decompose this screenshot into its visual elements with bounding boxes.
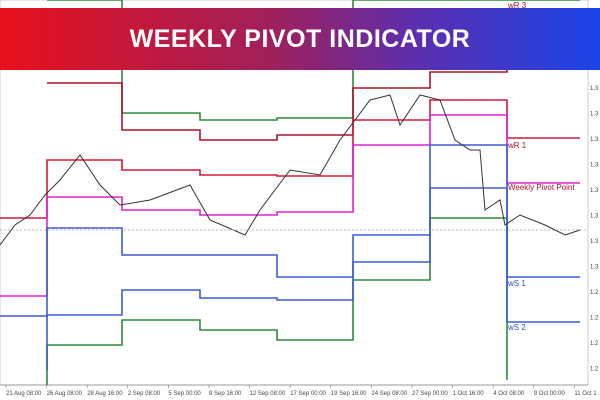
price-tick-label: 1.2 xyxy=(590,316,599,322)
price-tick-label: 1.3 xyxy=(590,239,599,245)
price-line xyxy=(0,94,581,246)
time-tick-label: 1 Oct 16:00 xyxy=(453,391,485,397)
level-label: wR 3 xyxy=(507,1,527,10)
time-tick-label: 11 Oct 1 xyxy=(574,391,597,397)
time-tick-label: 21 Aug 08:00 xyxy=(6,391,42,397)
banner: WEEKLY PIVOT INDICATOR xyxy=(0,8,600,70)
level-s2 xyxy=(46,144,580,370)
time-tick-label: 27 Sep 00:00 xyxy=(412,391,448,397)
time-tick-label: 4 Oct 08:00 xyxy=(493,391,525,397)
time-tick-label: 19 Sep 16:00 xyxy=(331,391,367,397)
time-tick-label: 9 Oct 00:00 xyxy=(534,391,566,397)
time-tick-label: 5 Sep 00:00 xyxy=(168,391,201,397)
price-tick-label: 1.3 xyxy=(590,112,599,118)
price-tick-label: 1.3 xyxy=(590,188,599,194)
time-tick-label: 2 Sep 08:00 xyxy=(128,391,161,397)
level-r2 xyxy=(47,40,508,141)
price-tick-label: 1.3 xyxy=(590,163,599,169)
time-axis: 21 Aug 08:00 26 Aug 08:00 28 Aug 16:00 2 Se… xyxy=(0,384,597,397)
banner-title: WEEKLY PIVOT INDICATOR xyxy=(129,24,471,53)
price-tick-label: 1.3 xyxy=(590,265,599,271)
price-tick-label: 1.2 xyxy=(590,341,599,347)
level-label: wS 1 xyxy=(507,279,526,288)
time-tick-label: 26 Aug 08:00 xyxy=(47,391,83,397)
time-tick-label: 28 Aug 16:00 xyxy=(87,391,123,397)
level-r1 xyxy=(0,99,580,219)
price-tick-label: 1.3 xyxy=(590,86,599,92)
level-label: wS 2 xyxy=(507,323,526,332)
level-label: wR 1 xyxy=(507,141,527,150)
level-s1 xyxy=(0,187,580,317)
price-tick-label: 1.3 xyxy=(590,137,599,143)
level-label: Weekly Pivot Point xyxy=(508,183,575,192)
price-tick-label: 1.2 xyxy=(590,367,599,373)
time-tick-label: 9 Sep 16:00 xyxy=(209,391,242,397)
price-axis: 1.3 1.3 1.3 1.3 1.3 1.3 1.3 1.3 1.2 1.2 1.2 1.2 xyxy=(590,86,599,373)
time-tick-label: 12 Sep 08:00 xyxy=(250,391,286,397)
price-tick-label: 1.2 xyxy=(590,290,599,296)
price-tick-label: 1.3 xyxy=(590,214,599,220)
time-tick-label: 17 Sep 00:00 xyxy=(290,391,326,397)
level-pivot xyxy=(0,114,580,297)
time-tick-label: 24 Sep 08:00 xyxy=(371,391,407,397)
